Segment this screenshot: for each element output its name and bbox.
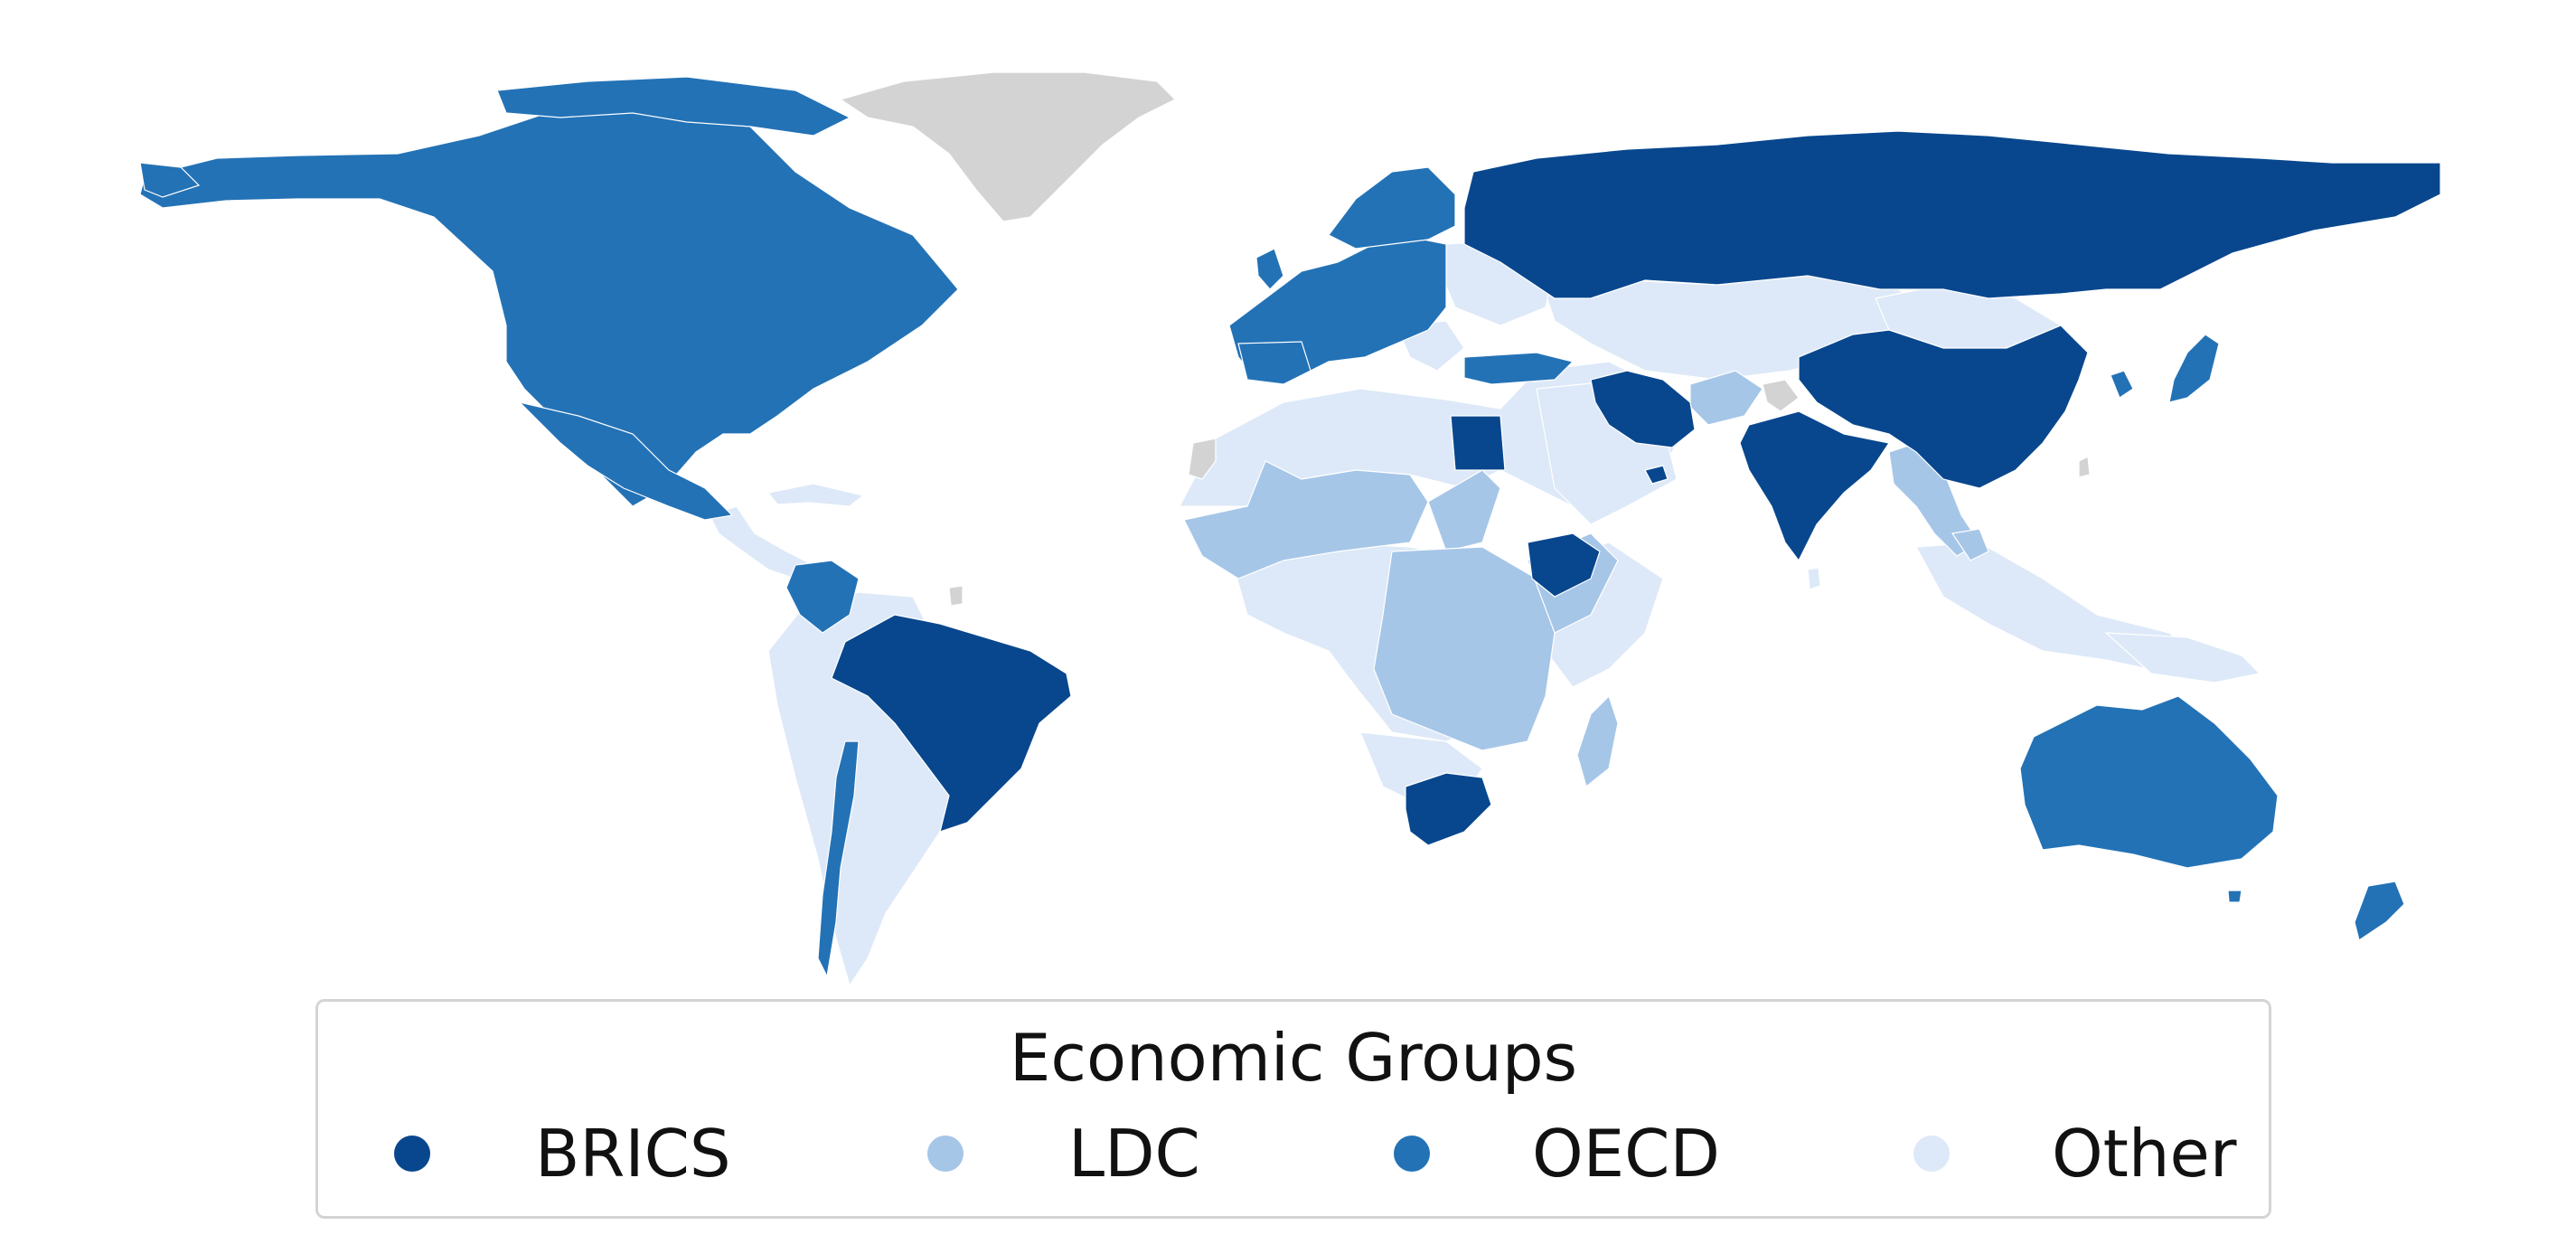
brics-iran: [1590, 370, 1696, 448]
oecd-korea: [2110, 370, 2134, 399]
nodata-taiwan: [2078, 456, 2091, 478]
oecd-scandinavia: [1328, 166, 1456, 250]
other-caribbean: [766, 483, 865, 507]
oecd-iberia: [1237, 341, 1312, 385]
brics-egypt: [1450, 415, 1506, 471]
oecd-uk: [1255, 248, 1284, 290]
oecd-japan: [2168, 334, 2220, 403]
legend-label-brics: BRICS: [535, 1116, 731, 1192]
oecd-turkey: [1463, 352, 1575, 385]
oecd-chile: [817, 740, 860, 978]
legend-label-oecd: OECD: [1532, 1116, 1720, 1192]
legend-title: Economic Groups: [1009, 1020, 1578, 1096]
other-swatch-icon: [1913, 1136, 1950, 1172]
brics-india: [1739, 410, 1890, 562]
nodata-greenland: [839, 71, 1177, 222]
ldc-cambodia: [1951, 528, 1989, 561]
ldc-swatch-icon: [927, 1136, 964, 1172]
oecd-north-america: [139, 99, 959, 507]
nodata-french-guiana: [948, 585, 964, 607]
oecd-new-zealand: [2354, 881, 2405, 941]
brics-ethiopia: [1527, 532, 1601, 598]
oecd-australia: [2019, 695, 2279, 869]
oecd-alaska-tip: [139, 162, 201, 198]
ldc-central-east-africa: [1373, 546, 1556, 751]
brics-swatch-icon: [394, 1136, 430, 1172]
oecd-mexico: [518, 401, 734, 521]
brics-russia: [1463, 130, 2441, 299]
brics-south-africa: [1405, 772, 1492, 846]
legend-label-other: Other: [2052, 1116, 2237, 1192]
oecd-tasmania: [2227, 890, 2242, 903]
oecd-colombia: [785, 560, 860, 634]
other-indonesia-east: [2104, 632, 2261, 683]
oecd-arctic-islands: [496, 76, 851, 137]
brics-saudi-uae-small: [1644, 465, 1669, 485]
ldc-horn: [1427, 469, 1501, 552]
legend-label-ldc: LDC: [1068, 1116, 1200, 1192]
oecd-swatch-icon: [1394, 1136, 1430, 1172]
other-sri-lanka: [1807, 567, 1821, 590]
legend: Economic Groups BRICS LDC OECD Other: [315, 999, 2271, 1219]
brics-china: [1798, 325, 2089, 489]
nodata-western-sahara: [1188, 438, 1217, 480]
ldc-afghanistan: [1689, 370, 1763, 426]
nodata-kashmir: [1762, 379, 1800, 412]
ldc-madagascar: [1576, 694, 1619, 788]
brics-brazil: [831, 614, 1072, 833]
